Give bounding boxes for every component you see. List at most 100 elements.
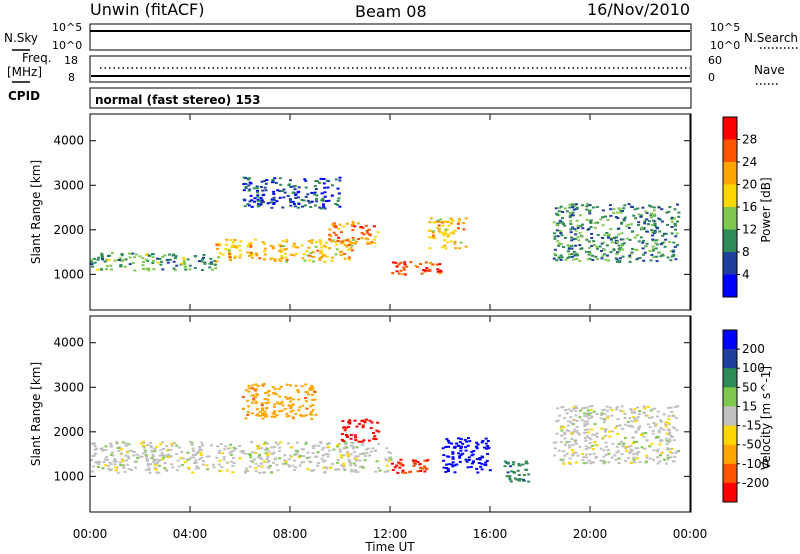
scatter-pixel <box>363 459 367 462</box>
scatter-pixel <box>321 203 325 206</box>
colorbar-swatch <box>723 463 737 484</box>
scatter-pixel <box>120 254 124 257</box>
scatter-pixel <box>447 234 451 237</box>
scatter-pixel <box>364 237 368 240</box>
scatter-pixel <box>670 217 674 220</box>
time-axis: 00:00 04:00 08:00 12:00 16:00 20:00 00:00 <box>73 527 708 541</box>
scatter-pixel <box>270 201 274 204</box>
scatter-pixel <box>104 449 108 451</box>
scatter-pixel <box>656 410 660 413</box>
scatter-pixel <box>334 233 338 236</box>
scatter-pixel <box>630 252 633 255</box>
scatter-pixel <box>451 461 455 464</box>
scatter-pixel <box>580 407 584 410</box>
scatter-pixel <box>193 462 196 464</box>
scatter-pixel <box>475 458 479 461</box>
scatter-pixel <box>125 459 128 462</box>
scatter-pixel <box>241 452 245 454</box>
scatter-pixel <box>231 245 235 248</box>
scatter-pixel <box>593 226 597 229</box>
scatter-pixel <box>561 223 565 225</box>
scatter-pixel <box>427 236 431 239</box>
scatter-pixel <box>306 254 310 257</box>
colorbar-tick-label: -100 <box>742 457 769 471</box>
scatter-pixel <box>274 458 278 461</box>
scatter-pixel <box>105 456 109 459</box>
scatter-pixel <box>446 439 450 442</box>
scatter-pixel <box>655 260 659 263</box>
scatter-pixel <box>109 268 113 271</box>
scatter-pixel <box>634 419 637 422</box>
scatter-pixel <box>278 177 282 180</box>
scatter-pixel <box>397 461 401 464</box>
scatter-pixel <box>228 256 232 259</box>
scatter-pixel <box>613 454 617 457</box>
scatter-pixel <box>159 263 163 266</box>
scatter-pixel <box>249 251 253 254</box>
scatter-pixel <box>254 388 258 391</box>
scatter-pixel <box>562 246 566 248</box>
scatter-pixel <box>258 257 262 260</box>
scatter-pixel <box>435 226 439 229</box>
scatter-pixel <box>271 453 275 456</box>
scatter-pixel <box>565 441 569 444</box>
scatter-pixel <box>596 234 600 236</box>
colorbar-tick-label: 28 <box>742 133 757 147</box>
scatter-pixel <box>445 463 449 466</box>
scatter-pixel <box>311 452 315 455</box>
scatter-pixel <box>349 464 353 467</box>
scatter-pixel <box>164 454 167 457</box>
velocity-ylabel: Slant Range [km] <box>29 362 43 466</box>
scatter-pixel <box>585 412 589 415</box>
scatter-pixel <box>447 221 451 223</box>
scatter-pixel <box>600 412 604 415</box>
scatter-pixel <box>575 461 578 464</box>
scatter-pixel <box>346 452 350 455</box>
scatter-pixel <box>616 450 620 453</box>
scatter-pixel <box>93 261 97 264</box>
scatter-pixel <box>311 398 315 401</box>
scatter-pixel <box>182 261 186 264</box>
scatter-pixel <box>308 201 312 204</box>
scatter-pixel <box>309 405 313 408</box>
scatter-pixel <box>274 441 278 444</box>
scatter-pixel <box>265 442 269 445</box>
scatter-pixel <box>595 435 599 438</box>
scatter-pixel <box>310 384 314 387</box>
scatter-pixel <box>193 267 197 270</box>
scatter-pixel <box>636 416 640 418</box>
scatter-pixel <box>589 408 593 411</box>
scatter-pixel <box>338 176 342 179</box>
scatter-pixel <box>354 455 358 458</box>
scatter-pixel <box>271 245 275 248</box>
y-tick-label: 1000 <box>53 267 84 281</box>
scatter-pixel <box>644 210 648 213</box>
scatter-pixel <box>334 224 338 227</box>
scatter-pixel <box>313 444 317 447</box>
scatter-pixel <box>553 235 557 238</box>
colorbar-tick-label: 50 <box>742 380 757 394</box>
scatter-pixel <box>271 446 275 449</box>
colorbar-tick-label: -200 <box>742 476 769 490</box>
scatter-pixel <box>343 244 347 247</box>
scatter-pixel <box>588 210 592 213</box>
scatter-pixel <box>90 263 94 266</box>
scatter-pixel <box>660 451 664 454</box>
scatter-pixel <box>310 191 314 194</box>
x-tick-label: 04:00 <box>173 527 208 541</box>
scatter-pixel <box>254 402 258 405</box>
scatter-pixel <box>581 223 584 226</box>
scatter-pixel <box>152 268 156 271</box>
scatter-pixel <box>668 438 672 441</box>
scatter-pixel <box>604 428 608 431</box>
scatter-pixel <box>651 234 655 237</box>
scatter-pixel <box>121 259 125 262</box>
station-title: Unwin (fitACF) <box>90 0 204 19</box>
scatter-pixel <box>593 423 597 426</box>
scatter-pixel <box>587 246 591 249</box>
scatter-pixel <box>615 252 619 255</box>
scatter-pixel <box>146 444 150 447</box>
scatter-pixel <box>187 466 191 469</box>
scatter-pixel <box>319 243 323 246</box>
scatter-pixel <box>98 460 101 463</box>
